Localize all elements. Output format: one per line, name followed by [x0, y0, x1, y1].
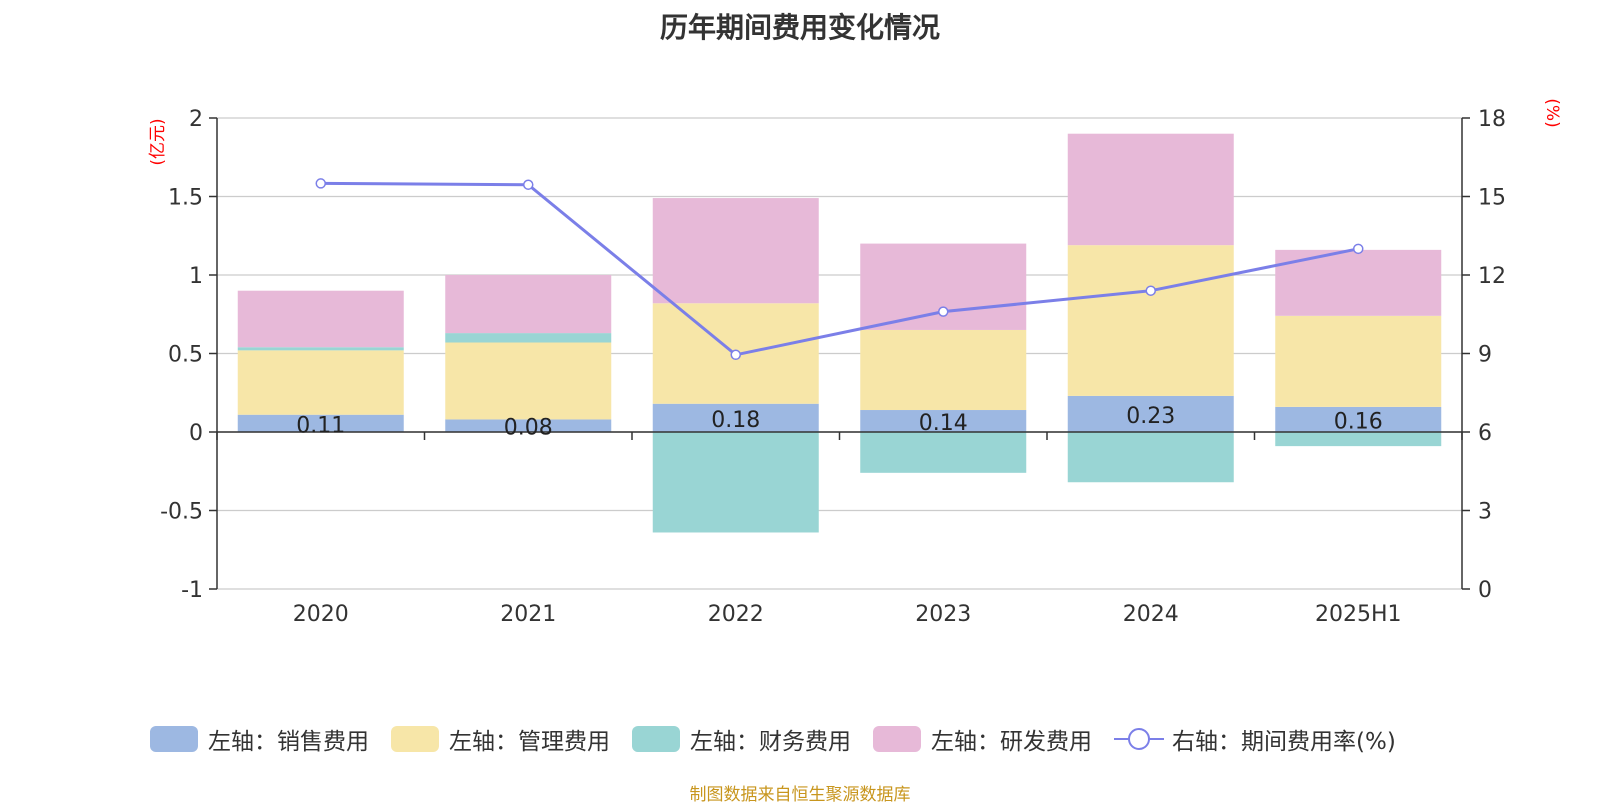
bar-segment-3-2024: [1067, 432, 1234, 483]
legend-label-expense-rate: 右轴：期间费用率(%): [1172, 729, 1396, 755]
data-label-sales: 0.11: [296, 413, 345, 438]
bar-segment-4-2020: [237, 290, 404, 348]
legend-label-admin: 左轴：管理费用: [449, 729, 610, 755]
x-axis-category-label: 2022: [708, 602, 764, 627]
right-axis-tick-label: 6: [1478, 421, 1492, 446]
left-axis-tick-label: 2: [189, 107, 203, 132]
legend-item-sales[interactable]: 左轴：销售费用: [150, 722, 369, 756]
bar-segment-1-2020: [237, 414, 404, 432]
expense-rate-line: [320, 181, 1359, 357]
legend-swatch-expense-rate: [1114, 728, 1164, 750]
left-axis-tick-label: -0.5: [160, 500, 203, 525]
data-source-note: 制图数据来自恒生聚源数据库: [689, 785, 911, 805]
left-axis-tick-label: 0: [189, 421, 203, 446]
legend-swatch-sales: [150, 726, 198, 752]
legend-swatch-finance: [632, 726, 680, 752]
expense-rate-point: [1353, 243, 1364, 255]
data-label-sales: 0.08: [504, 416, 553, 441]
bar-segment-4-2022: [652, 198, 819, 304]
expense-rate-point: [315, 178, 326, 189]
bar-segment-2-2023: [860, 329, 1027, 411]
bar-segment-3-2025H1: [1275, 432, 1442, 447]
data-label-sales: 0.23: [1126, 404, 1175, 429]
legend-item-admin[interactable]: 左轴：管理费用: [391, 722, 610, 756]
legend-item-finance[interactable]: 左轴：财务费用: [632, 722, 851, 756]
x-axis-category-label: 2023: [915, 602, 971, 627]
bar-segment-3-2021: [445, 333, 612, 343]
legend-swatch-admin: [391, 726, 439, 752]
right-axis-tick-label: 9: [1478, 343, 1492, 368]
bar-segment-1-2024: [1067, 395, 1234, 432]
legend-label-rnd: 左轴：研发费用: [931, 729, 1092, 755]
left-axis-tick-label: 1.5: [168, 186, 203, 211]
bar-segment-4-2023: [860, 243, 1027, 330]
bar-segment-3-2023: [860, 432, 1027, 473]
bar-segment-1-2022: [652, 403, 819, 432]
right-axis-tick-label: 18: [1478, 107, 1506, 132]
x-axis-category-label: 2021: [500, 602, 556, 627]
bar-segment-1-2023: [860, 410, 1027, 432]
right-axis-tick-label: 3: [1478, 500, 1492, 525]
expense-rate-point: [523, 179, 534, 190]
left-axis-tick-label: -1: [181, 578, 203, 603]
data-label-sales: 0.14: [919, 411, 968, 436]
bar-segment-1-2025H1: [1275, 406, 1442, 432]
bar-segment-2-2020: [237, 350, 404, 415]
right-axis-tick-label: 0: [1478, 578, 1492, 603]
x-axis-category-label: 2020: [293, 602, 349, 627]
bar-segment-3-2020: [237, 347, 404, 351]
bar-segment-1-2021: [445, 419, 612, 432]
chart-legend: 左轴：销售费用 左轴：管理费用 左轴：财务费用 左轴：研发费用 右轴：期间费用率…: [150, 722, 1418, 756]
expense-rate-point: [730, 349, 741, 361]
expense-rate-point: [938, 306, 949, 317]
right-axis-tick-label: 12: [1478, 264, 1506, 289]
right-axis-unit-label: (%): [1542, 98, 1562, 127]
bar-segment-4-2024: [1067, 133, 1234, 246]
left-axis-unit-label: (亿元): [148, 118, 168, 165]
data-label-sales: 0.18: [711, 408, 760, 433]
expense-rate-point: [1145, 285, 1156, 296]
left-axis-tick-label: 0.5: [168, 343, 203, 368]
bar-segment-2-2021: [445, 342, 612, 420]
legend-label-finance: 左轴：财务费用: [690, 729, 851, 755]
bar-segment-2-2024: [1067, 245, 1234, 396]
left-axis-tick-label: 1: [189, 264, 203, 289]
bar-segment-3-2022: [652, 432, 819, 533]
right-axis-tick-label: 15: [1478, 186, 1506, 211]
legend-item-rnd[interactable]: 左轴：研发费用: [873, 722, 1092, 756]
x-axis-category-label: 2025H1: [1315, 602, 1402, 627]
legend-label-sales: 左轴：销售费用: [208, 729, 369, 755]
legend-swatch-rnd: [873, 726, 921, 752]
bar-segment-4-2021: [445, 275, 612, 334]
legend-item-expense-rate[interactable]: 右轴：期间费用率(%): [1114, 722, 1396, 756]
bar-segment-2-2025H1: [1275, 315, 1442, 407]
x-axis-category-label: 2024: [1123, 602, 1179, 627]
data-label-sales: 0.16: [1334, 409, 1383, 434]
chart-title: 历年期间费用变化情况: [659, 11, 940, 44]
